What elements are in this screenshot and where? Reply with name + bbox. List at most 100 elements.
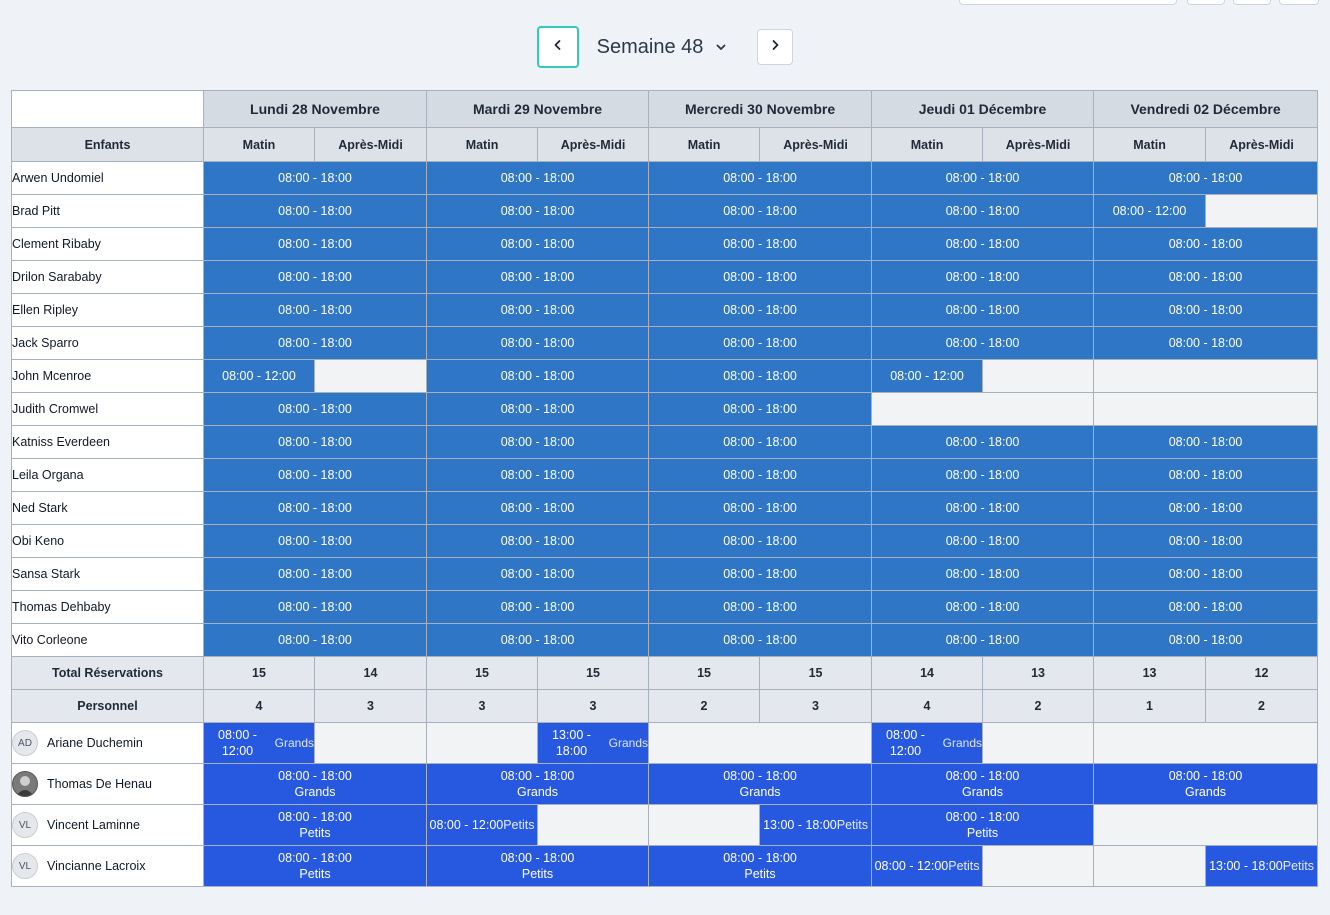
booking-cell[interactable]: 08:00 - 18:00 xyxy=(871,227,1095,261)
booking-cell[interactable]: 08:00 - 18:00 xyxy=(426,326,650,360)
booking-cell[interactable]: 08:00 - 18:00 xyxy=(426,425,650,459)
booking-cell[interactable]: 08:00 - 18:00 xyxy=(871,194,1095,228)
booking-cell[interactable]: 08:00 - 12:00 xyxy=(1093,194,1207,228)
staff-member[interactable]: Thomas De Henau xyxy=(11,763,204,805)
booking-cell[interactable]: 08:00 - 18:00 xyxy=(871,161,1095,195)
booking-cell[interactable]: 08:00 - 18:00 xyxy=(1093,590,1319,624)
booking-cell[interactable]: 08:00 - 18:00 xyxy=(648,524,873,558)
booking-cell[interactable]: 08:00 - 18:00 xyxy=(648,491,873,525)
booking-cell[interactable]: 08:00 - 18:00 xyxy=(202,590,428,624)
booking-cell[interactable]: 08:00 - 18:00 xyxy=(871,623,1095,657)
staff-shift[interactable]: 08:00 - 12:00 Grands xyxy=(871,722,984,764)
booking-cell[interactable]: 08:00 - 18:00 xyxy=(202,227,428,261)
booking-cell[interactable]: 08:00 - 18:00 xyxy=(202,161,428,195)
child-name[interactable]: Clement Ribaby xyxy=(11,227,204,261)
booking-cell[interactable]: 08:00 - 18:00 xyxy=(648,293,873,327)
booking-cell[interactable]: 08:00 - 18:00 xyxy=(648,458,873,492)
booking-cell[interactable]: 08:00 - 18:00 xyxy=(1093,623,1319,657)
booking-cell[interactable]: 08:00 - 18:00 xyxy=(202,392,428,426)
next-week-button[interactable] xyxy=(757,29,794,65)
booking-cell[interactable]: 08:00 - 18:00 xyxy=(1093,326,1319,360)
staff-shift[interactable]: 08:00 - 18:00 Petits xyxy=(202,804,428,846)
booking-cell[interactable]: 08:00 - 18:00 xyxy=(648,392,873,426)
child-name[interactable]: Judith Cromwel xyxy=(11,392,204,426)
booking-cell[interactable]: 08:00 - 18:00 xyxy=(426,260,650,294)
booking-cell[interactable]: 08:00 - 18:00 xyxy=(871,458,1095,492)
empty-slot[interactable] xyxy=(313,359,428,393)
staff-shift[interactable]: 08:00 - 12:00 Petits xyxy=(871,845,984,887)
booking-cell[interactable]: 08:00 - 18:00 xyxy=(648,623,873,657)
child-name[interactable]: Ned Stark xyxy=(11,491,204,525)
booking-cell[interactable]: 08:00 - 18:00 xyxy=(871,260,1095,294)
staff-shift[interactable]: 08:00 - 18:00 Petits xyxy=(648,845,873,887)
booking-cell[interactable]: 08:00 - 18:00 xyxy=(202,293,428,327)
empty-slot[interactable] xyxy=(426,722,539,764)
booking-cell[interactable]: 08:00 - 18:00 xyxy=(1093,161,1319,195)
booking-cell[interactable]: 08:00 - 18:00 xyxy=(1093,293,1319,327)
booking-cell[interactable]: 08:00 - 18:00 xyxy=(1093,425,1319,459)
previous-week-button[interactable] xyxy=(536,26,579,68)
booking-cell[interactable]: 08:00 - 18:00 xyxy=(202,524,428,558)
booking-cell[interactable]: 08:00 - 18:00 xyxy=(648,359,873,393)
empty-slot[interactable] xyxy=(982,845,1095,887)
empty-slot[interactable] xyxy=(537,804,650,846)
booking-cell[interactable]: 08:00 - 18:00 xyxy=(648,161,873,195)
booking-cell[interactable]: 08:00 - 18:00 xyxy=(871,557,1095,591)
child-name[interactable]: Ellen Ripley xyxy=(11,293,204,327)
child-name[interactable]: Leila Organa xyxy=(11,458,204,492)
booking-cell[interactable]: 08:00 - 18:00 xyxy=(202,458,428,492)
booking-cell[interactable]: 08:00 - 18:00 xyxy=(426,623,650,657)
staff-shift[interactable]: 08:00 - 12:00 Petits xyxy=(426,804,539,846)
staff-shift[interactable]: 08:00 - 18:00 Grands xyxy=(426,763,650,805)
empty-slot[interactable] xyxy=(982,722,1095,764)
booking-cell[interactable]: 08:00 - 18:00 xyxy=(202,491,428,525)
staff-shift[interactable]: 08:00 - 18:00 Grands xyxy=(648,763,873,805)
staff-shift[interactable]: 13:00 - 18:00 Petits xyxy=(759,804,873,846)
booking-cell[interactable]: 08:00 - 18:00 xyxy=(426,524,650,558)
empty-slot[interactable] xyxy=(1093,804,1319,846)
booking-cell[interactable]: 08:00 - 18:00 xyxy=(1093,524,1319,558)
booking-cell[interactable]: 08:00 - 18:00 xyxy=(426,227,650,261)
booking-cell[interactable]: 08:00 - 18:00 xyxy=(426,458,650,492)
booking-cell[interactable]: 08:00 - 18:00 xyxy=(426,194,650,228)
child-name[interactable]: Brad Pitt xyxy=(11,194,204,228)
child-name[interactable]: Obi Keno xyxy=(11,524,204,558)
staff-shift[interactable]: 08:00 - 18:00 Petits xyxy=(871,804,1095,846)
booking-cell[interactable]: 08:00 - 18:00 xyxy=(426,161,650,195)
booking-cell[interactable]: 08:00 - 18:00 xyxy=(202,623,428,657)
staff-shift[interactable]: 08:00 - 18:00 Petits xyxy=(202,845,428,887)
booking-cell[interactable]: 08:00 - 18:00 xyxy=(648,557,873,591)
staff-shift[interactable]: 08:00 - 18:00 Grands xyxy=(871,763,1095,805)
empty-slot[interactable] xyxy=(982,359,1095,393)
empty-slot[interactable] xyxy=(1205,194,1319,228)
booking-cell[interactable]: 08:00 - 18:00 xyxy=(648,227,873,261)
empty-slot[interactable] xyxy=(1093,722,1319,764)
booking-cell[interactable]: 08:00 - 18:00 xyxy=(426,590,650,624)
child-name[interactable]: Vito Corleone xyxy=(11,623,204,657)
staff-shift[interactable]: 08:00 - 18:00 Grands xyxy=(1093,763,1319,805)
child-name[interactable]: John Mcenroe xyxy=(11,359,204,393)
booking-cell[interactable]: 08:00 - 18:00 xyxy=(648,194,873,228)
booking-cell[interactable]: 08:00 - 18:00 xyxy=(426,392,650,426)
child-name[interactable]: Drilon Sarababy xyxy=(11,260,204,294)
staff-shift[interactable]: 13:00 - 18:00 Grands xyxy=(537,722,650,764)
child-name[interactable]: Katniss Everdeen xyxy=(11,425,204,459)
booking-cell[interactable]: 08:00 - 18:00 xyxy=(1093,260,1319,294)
booking-cell[interactable]: 08:00 - 18:00 xyxy=(1093,491,1319,525)
booking-cell[interactable]: 08:00 - 18:00 xyxy=(648,425,873,459)
booking-cell[interactable]: 08:00 - 18:00 xyxy=(871,491,1095,525)
booking-cell[interactable]: 08:00 - 18:00 xyxy=(648,326,873,360)
child-name[interactable]: Thomas Dehbaby xyxy=(11,590,204,624)
booking-cell[interactable]: 08:00 - 18:00 xyxy=(871,524,1095,558)
booking-cell[interactable]: 08:00 - 18:00 xyxy=(1093,227,1319,261)
staff-shift[interactable]: 08:00 - 18:00 Grands xyxy=(202,763,428,805)
staff-member[interactable]: VL Vincent Laminne xyxy=(11,804,204,846)
booking-cell[interactable]: 08:00 - 18:00 xyxy=(202,194,428,228)
empty-slot[interactable] xyxy=(313,722,428,764)
booking-cell[interactable]: 08:00 - 18:00 xyxy=(202,557,428,591)
staff-shift[interactable]: 13:00 - 18:00 Petits xyxy=(1205,845,1319,887)
booking-cell[interactable]: 08:00 - 18:00 xyxy=(202,326,428,360)
booking-cell[interactable]: 08:00 - 18:00 xyxy=(426,557,650,591)
booking-cell[interactable]: 08:00 - 18:00 xyxy=(426,491,650,525)
staff-shift[interactable]: 08:00 - 12:00 Grands xyxy=(203,722,315,764)
